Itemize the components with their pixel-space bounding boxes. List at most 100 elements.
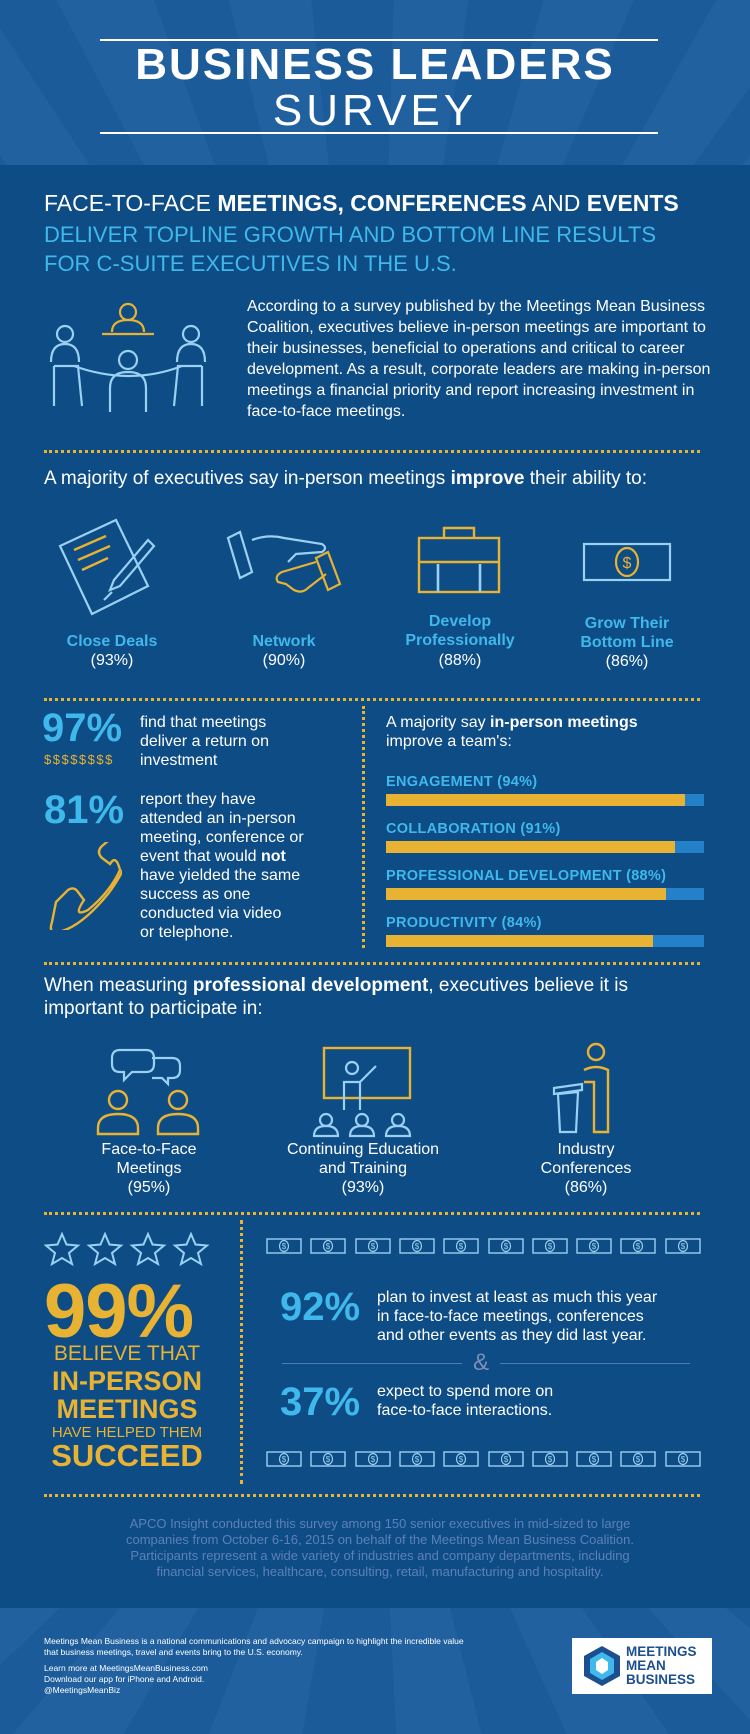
dotted-divider-4 — [44, 1212, 700, 1215]
bar-label-professional-development: PROFESSIONAL DEVELOPMENT (88%) — [386, 868, 667, 884]
svg-text:$: $ — [548, 1242, 553, 1251]
profdev-label-conferences-line1: Industry — [557, 1141, 615, 1158]
page-subtitle: SURVEY — [272, 86, 478, 135]
majority-heading: A majority of executives say in-person m… — [44, 468, 647, 490]
succeed-line2: IN-PERSON — [51, 1366, 203, 1396]
contract-pen-icon — [58, 518, 156, 616]
succeed-line5: SUCCEED — [51, 1438, 203, 1473]
logo-text: MEETINGS MEAN BUSINESS — [626, 1645, 697, 1687]
footer-app: Download our app for iPhone and Android. — [44, 1674, 205, 1684]
intro-subheadline-line2: FOR C-SUITE EXECUTIVES IN THE U.S. — [44, 251, 457, 276]
svg-text:$: $ — [282, 1455, 287, 1464]
intro-subheadline-line1: DELIVER TOPLINE GROWTH AND BOTTOM LINE R… — [44, 222, 657, 247]
benefit-label-develop: Develop Professionally — [390, 612, 530, 650]
svg-text:$: $ — [636, 1242, 641, 1251]
svg-text:$: $ — [592, 1455, 597, 1464]
bar-track-productivity — [386, 935, 704, 947]
bar-label-engagement: ENGAGEMENT (94%) — [386, 774, 538, 790]
profdev-label-education: Continuing Education and Training (93%) — [268, 1140, 458, 1197]
profdev-heading-line2: important to participate in: — [44, 998, 263, 1019]
svg-text:$: $ — [326, 1455, 331, 1464]
benefit-pct-close-deals: (93%) — [90, 652, 134, 669]
intro-headline-bold2: EVENTS — [586, 190, 679, 216]
team-heading-line2: improve a team's: — [386, 733, 512, 750]
dollar-bill-icon: $ — [664, 1451, 701, 1467]
dollar-bill-icon: $ — [620, 1238, 657, 1254]
invest-pct: 92% — [280, 1285, 361, 1329]
methodology-note: APCO Insight conducted this survey among… — [125, 1516, 634, 1579]
succeed-line3: MEETINGS — [56, 1394, 198, 1424]
svg-text:$: $ — [623, 555, 632, 572]
bar-track-engagement — [386, 794, 704, 806]
dollar-bill-icon: $ — [532, 1451, 568, 1467]
benefit-pct-network: (90%) — [262, 652, 306, 669]
dollar-bill-icon: $ — [266, 1451, 302, 1467]
dollar-bill-icon: $ — [310, 1451, 346, 1467]
majority-heading-bold: improve — [450, 468, 525, 489]
profdev-label-face-to-face-line1: Face-to-Face — [101, 1141, 197, 1158]
svg-text:$: $ — [415, 1242, 420, 1251]
footer-learn: Learn more at MeetingsMeanBusiness.com — [44, 1663, 208, 1673]
profdev-heading-post: , executives believe it is — [428, 975, 628, 996]
majority-heading-pre: A majority of executives say in-person m… — [44, 468, 451, 489]
dollar-bill-icon: $ — [443, 1238, 479, 1254]
dollar-bill-icon: $ — [399, 1451, 435, 1467]
dollar-bill-icon: $ — [354, 1238, 391, 1254]
dollar-bill-icon: $ — [582, 542, 672, 582]
profdev-label-face-to-face: Face-to-Face Meetings (95%) — [84, 1140, 214, 1197]
video-text-line3: meeting, conference or — [140, 829, 304, 846]
succeed-line1: BELIEVE THAT — [53, 1342, 201, 1365]
video-text-line7: conducted via video — [140, 905, 282, 922]
svg-text:$: $ — [282, 1242, 287, 1251]
dollar-bill-icon: $ — [620, 1451, 657, 1467]
logo-text-line1: MEETINGS — [626, 1644, 697, 1659]
dotted-divider-1 — [44, 450, 700, 453]
spend-pct: 37% — [280, 1380, 361, 1424]
benefit-label-develop-line2: Professionally — [405, 632, 515, 649]
bar-track-collaboration — [386, 841, 704, 853]
benefit-pct-bottom-line: (86%) — [605, 653, 649, 670]
spend-text: expect to spend more on face-to-face int… — [377, 1382, 707, 1420]
roi-text-line2: deliver a return on — [140, 733, 269, 750]
header-banner: BUSINESS LEADERS SURVEY — [0, 0, 750, 165]
four-stars-icon — [44, 1232, 210, 1267]
succeed-line4: HAVE HELPED THEM — [51, 1424, 203, 1441]
profdev-label-face-to-face-line2: Meetings — [116, 1160, 182, 1177]
svg-text:$: $ — [680, 1455, 685, 1464]
svg-text:$: $ — [680, 1242, 685, 1251]
dollar-bill-icon: $ — [576, 1238, 612, 1254]
team-heading: A majority say in-person meetings improv… — [386, 713, 716, 751]
header-rule-top — [100, 39, 658, 41]
video-text-not: not — [260, 848, 286, 865]
intro-subheadline: DELIVER TOPLINE GROWTH AND BOTTOM LINE R… — [44, 220, 724, 278]
dotted-divider-5 — [44, 1494, 700, 1497]
team-heading-pre: A majority say — [386, 714, 491, 731]
video-text-line8: or telephone. — [140, 924, 234, 941]
logo-text-line2: MEAN — [626, 1658, 666, 1673]
profdev-pct-conferences: (86%) — [564, 1179, 608, 1196]
svg-text:$: $ — [326, 1242, 331, 1251]
svg-text:$: $ — [370, 1455, 375, 1464]
bar-track-professional-development — [386, 888, 704, 900]
spend-text-line2: face-to-face interactions. — [377, 1402, 553, 1419]
dollar-bill-icon: $ — [354, 1451, 391, 1467]
dotted-divider-2 — [44, 698, 700, 701]
profdev-label-education-line1: Continuing Education — [286, 1141, 440, 1158]
bar-label-productivity: PRODUCTIVITY (84%) — [386, 915, 542, 931]
handshake-icon — [226, 530, 342, 593]
dollar-signs: $$$$$$$$ — [44, 752, 114, 767]
benefit-label-bottom-line-line2: Bottom Line — [580, 634, 674, 651]
roi-pct: 97% — [42, 706, 123, 750]
video-text-line1: report they have — [140, 791, 256, 808]
dollar-bill-icon: $ — [443, 1451, 479, 1467]
profdev-label-conferences-line2: Conferences — [540, 1160, 632, 1177]
intro-headline-pre: FACE-TO-FACE — [44, 190, 218, 216]
succeed-pct: 99% — [44, 1269, 194, 1354]
amp-rule-left — [282, 1363, 462, 1364]
benefit-label-bottom-line: Grow Their Bottom Line — [560, 614, 694, 652]
roi-text: find that meetings deliver a return on i… — [140, 713, 350, 770]
bar-fill-professional-development — [386, 888, 666, 900]
benefit-label-network: Network — [252, 633, 316, 650]
benefit-pct-develop: (88%) — [438, 652, 482, 669]
dotted-divider-3 — [44, 962, 700, 965]
